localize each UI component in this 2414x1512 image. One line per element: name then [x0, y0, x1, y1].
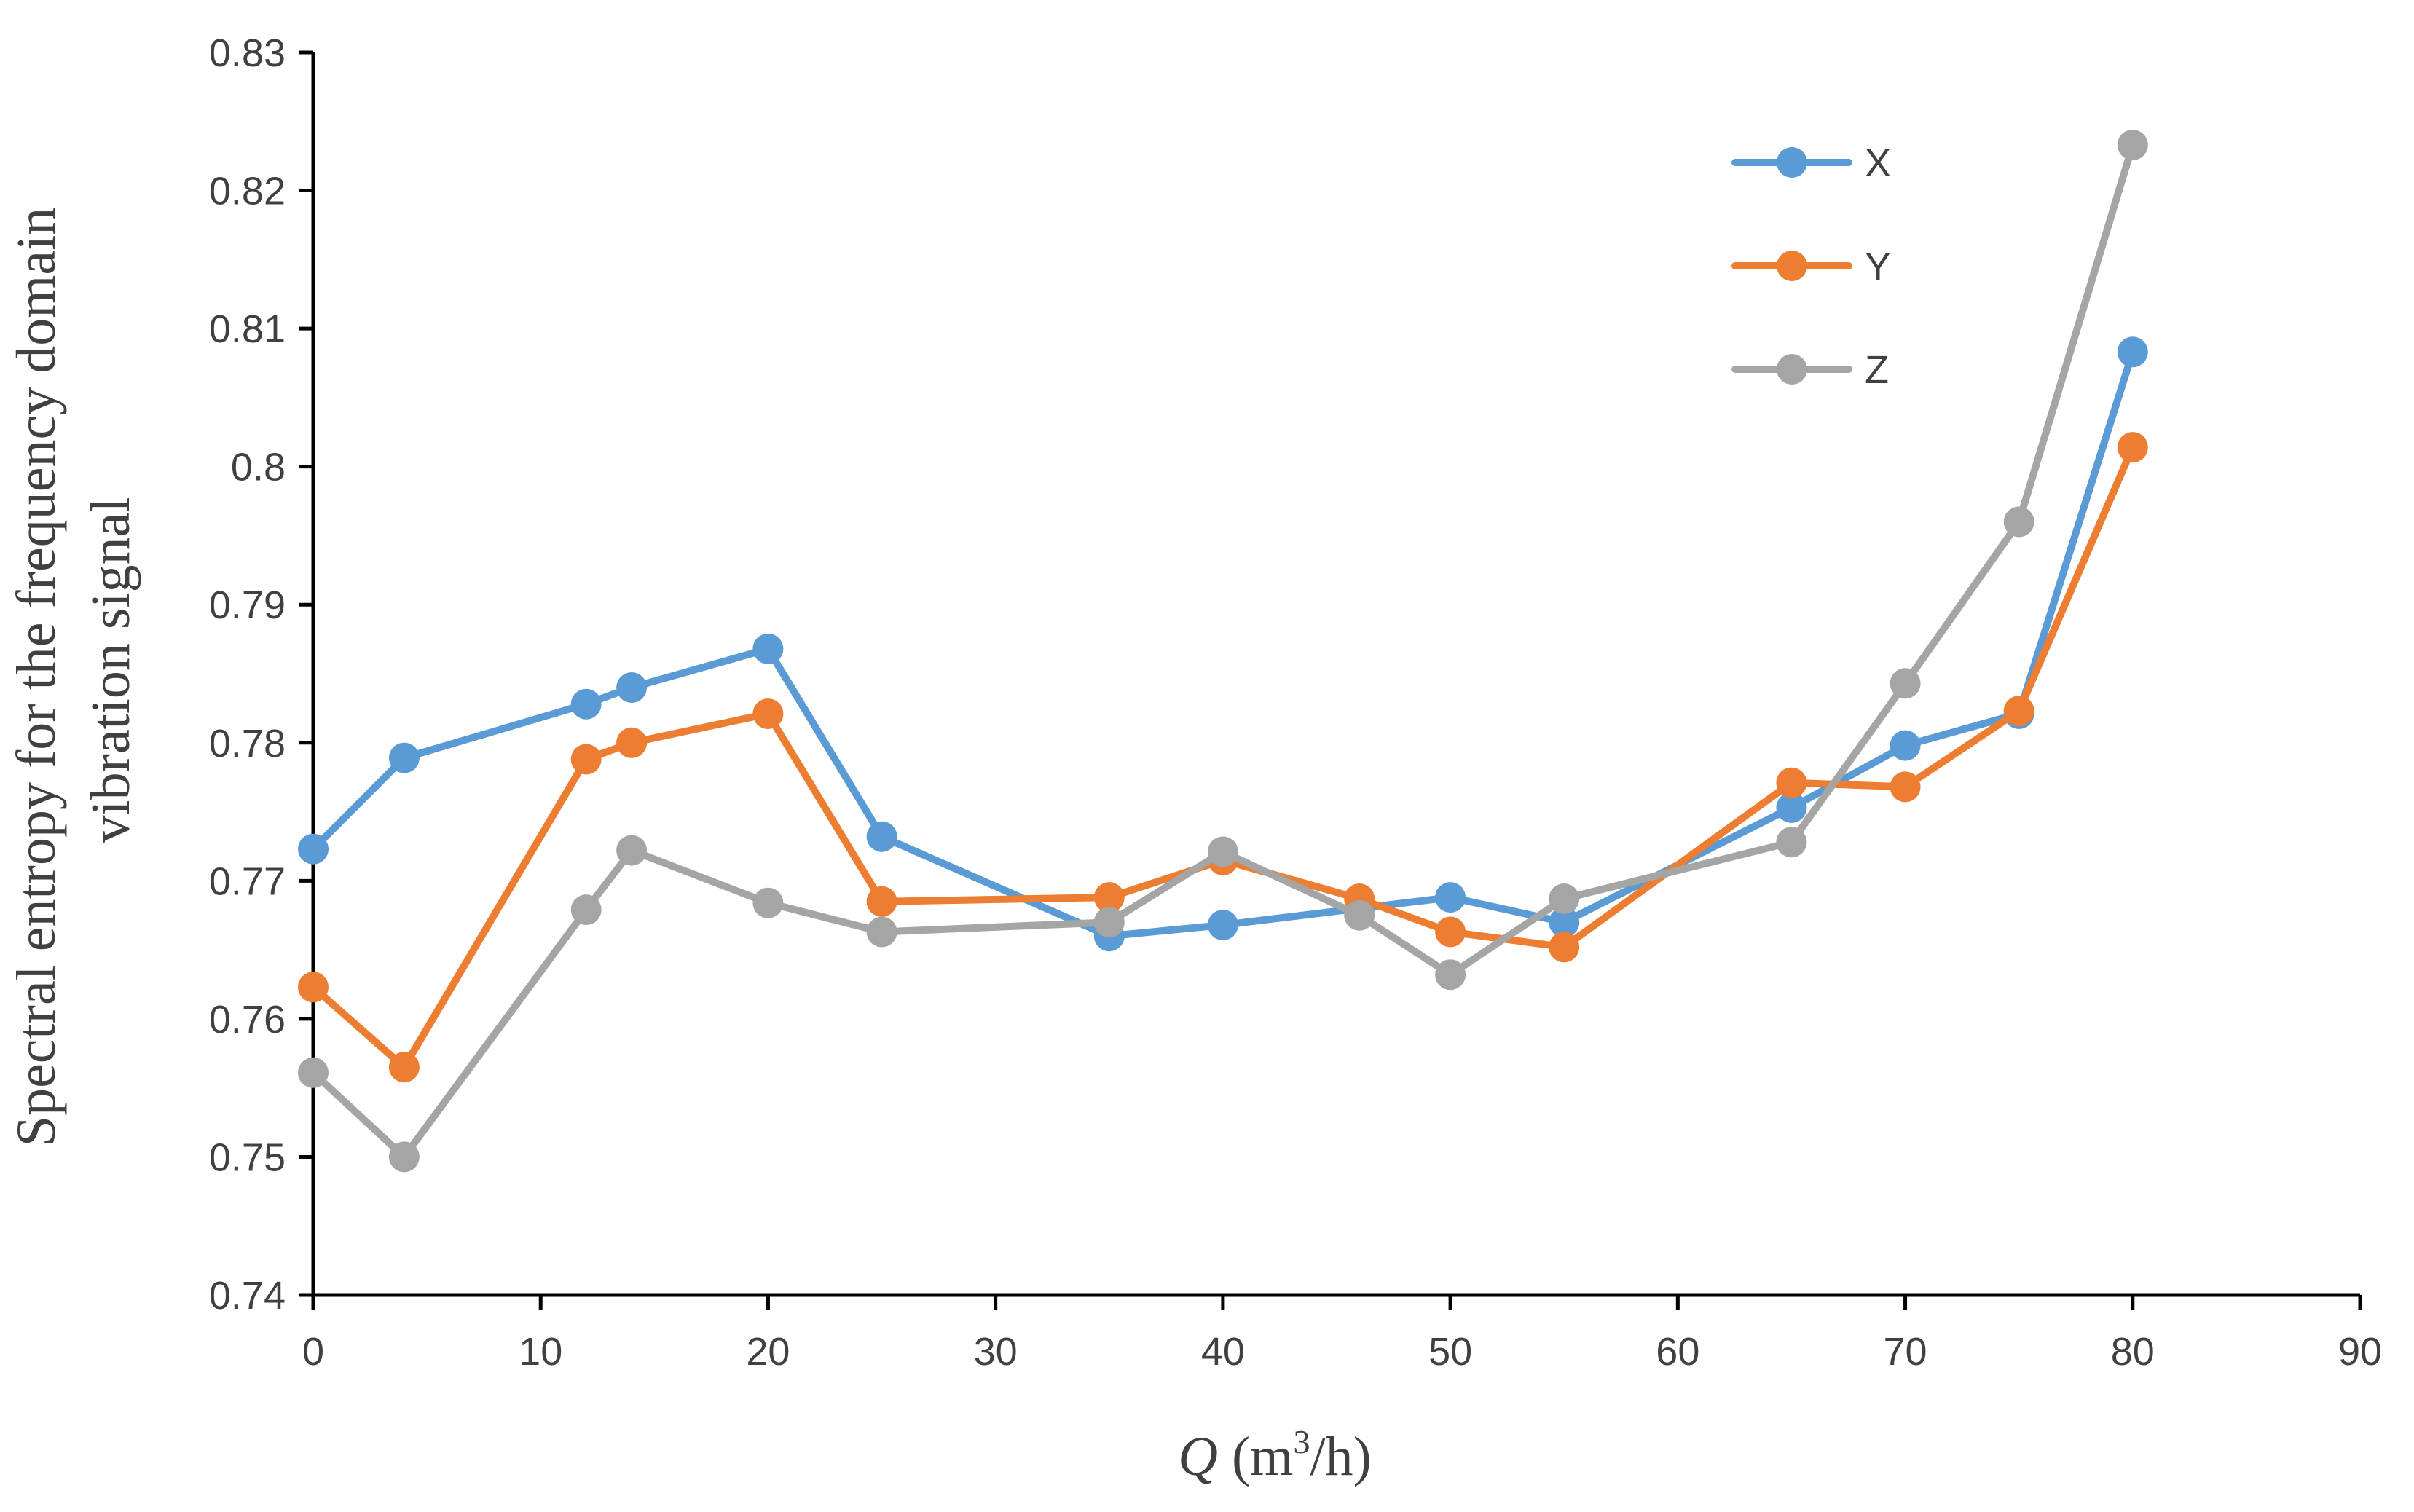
data-point-y — [1435, 916, 1466, 948]
data-point-x — [388, 742, 420, 773]
data-point-z — [298, 1057, 329, 1088]
data-point-z — [1093, 907, 1125, 938]
data-point-y — [1890, 771, 1921, 803]
data-point-z — [1549, 883, 1580, 914]
y-axis-title-line2: vibration signal — [80, 497, 141, 843]
x-tick-label: 20 — [746, 1330, 790, 1374]
data-point-x — [298, 833, 329, 865]
x-tick-label: 10 — [519, 1330, 562, 1374]
data-point-y — [2003, 696, 2034, 727]
data-point-z — [388, 1141, 420, 1173]
legend-marker-x — [1777, 147, 1807, 178]
data-point-x — [2117, 336, 2148, 368]
data-point-y — [866, 886, 897, 917]
x-tick-label: 90 — [2338, 1330, 2382, 1374]
y-tick-label: 0.82 — [209, 170, 286, 213]
x-axis-unit-open: (m — [1218, 1426, 1293, 1487]
series-group — [298, 130, 2148, 1173]
data-point-x — [1890, 730, 1921, 761]
data-point-y — [1093, 882, 1125, 913]
y-tick-label: 0.75 — [209, 1135, 286, 1179]
data-point-z — [752, 887, 784, 918]
data-point-y — [1776, 767, 1807, 798]
x-tick-label: 60 — [1656, 1330, 1699, 1374]
x-tick-label: 40 — [1201, 1330, 1245, 1374]
legend-label-x: X — [1865, 141, 1891, 185]
y-tick-label: 0.81 — [209, 307, 286, 351]
data-point-z — [2117, 130, 2148, 160]
data-point-x — [1776, 792, 1807, 823]
data-point-x — [570, 688, 602, 720]
data-point-y — [752, 698, 784, 729]
data-point-x — [1207, 910, 1238, 940]
x-tick-label: 0 — [302, 1330, 324, 1374]
legend-item-z: Z — [1731, 348, 1889, 392]
data-point-z — [1776, 827, 1807, 858]
x-axis-title: Q (m3/h) — [1178, 1423, 1372, 1487]
data-point-x — [866, 821, 897, 852]
data-point-x — [1549, 907, 1580, 938]
data-point-z — [1207, 836, 1238, 867]
y-tick-label: 0.78 — [209, 722, 286, 765]
y-tick-label: 0.79 — [209, 583, 286, 627]
x-tick-label: 70 — [1884, 1330, 1927, 1374]
y-tick-label: 0.76 — [209, 998, 286, 1042]
y-tick-label: 0.8 — [231, 446, 286, 489]
legend-item-y: Y — [1731, 245, 1891, 288]
data-point-x — [1435, 882, 1466, 913]
data-point-x — [616, 672, 648, 703]
y-axis-title-line1: Spectral entropy for the frequency domai… — [6, 208, 67, 1146]
y-tick-label: 0.74 — [209, 1274, 286, 1318]
data-point-z — [616, 835, 648, 866]
series-z — [298, 130, 2148, 1173]
legend: X Y Z — [1731, 141, 1891, 392]
y-tick-label: 0.83 — [209, 31, 286, 75]
x-tick-label: 80 — [2111, 1330, 2155, 1374]
data-point-y — [616, 727, 648, 758]
legend-marker-y — [1777, 251, 1807, 281]
data-point-z — [1435, 959, 1466, 991]
y-axis-title: Spectral entropy for the frequency domai… — [6, 194, 141, 1146]
data-point-y — [298, 972, 329, 1003]
data-point-z — [1344, 899, 1375, 931]
x-tick-label: 50 — [1428, 1330, 1472, 1374]
legend-marker-z — [1777, 354, 1807, 385]
x-axis-variable: Q — [1178, 1426, 1218, 1487]
data-point-z — [2003, 506, 2034, 538]
series-y — [298, 432, 2148, 1083]
data-point-y — [2117, 432, 2148, 463]
axes: 0.74 0.75 0.76 0.77 0.78 0.79 0.8 0.81 0.82 0.83 0… — [209, 31, 2382, 1374]
data-point-y — [388, 1052, 420, 1083]
x-axis-unit-superscript: 3 — [1293, 1423, 1310, 1460]
series-line-z — [310, 141, 2136, 1161]
data-point-x — [752, 633, 784, 664]
x-tick-label: 30 — [974, 1330, 1018, 1374]
x-axis-unit-close: /h) — [1310, 1426, 1371, 1487]
legend-item-x: X — [1731, 141, 1891, 185]
data-point-z — [1890, 668, 1921, 699]
data-point-y — [570, 744, 602, 775]
y-tick-label: 0.77 — [209, 859, 286, 903]
data-point-z — [570, 894, 602, 926]
legend-label-y: Y — [1865, 245, 1891, 288]
data-point-y — [1549, 932, 1580, 963]
legend-label-z: Z — [1865, 348, 1889, 392]
data-point-z — [866, 916, 897, 948]
